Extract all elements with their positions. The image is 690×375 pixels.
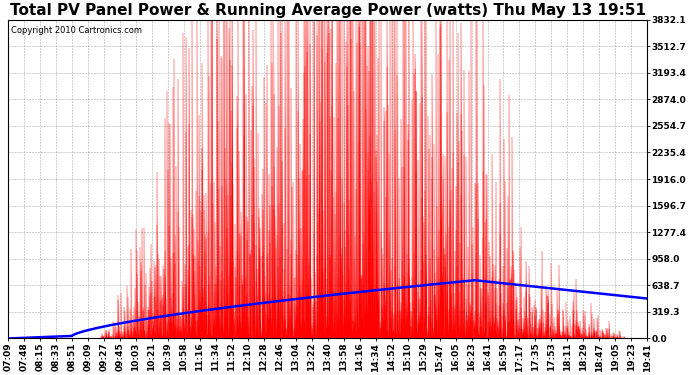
Title: Total PV Panel Power & Running Average Power (watts) Thu May 13 19:51: Total PV Panel Power & Running Average P… — [10, 3, 646, 18]
Text: Copyright 2010 Cartronics.com: Copyright 2010 Cartronics.com — [11, 26, 142, 35]
